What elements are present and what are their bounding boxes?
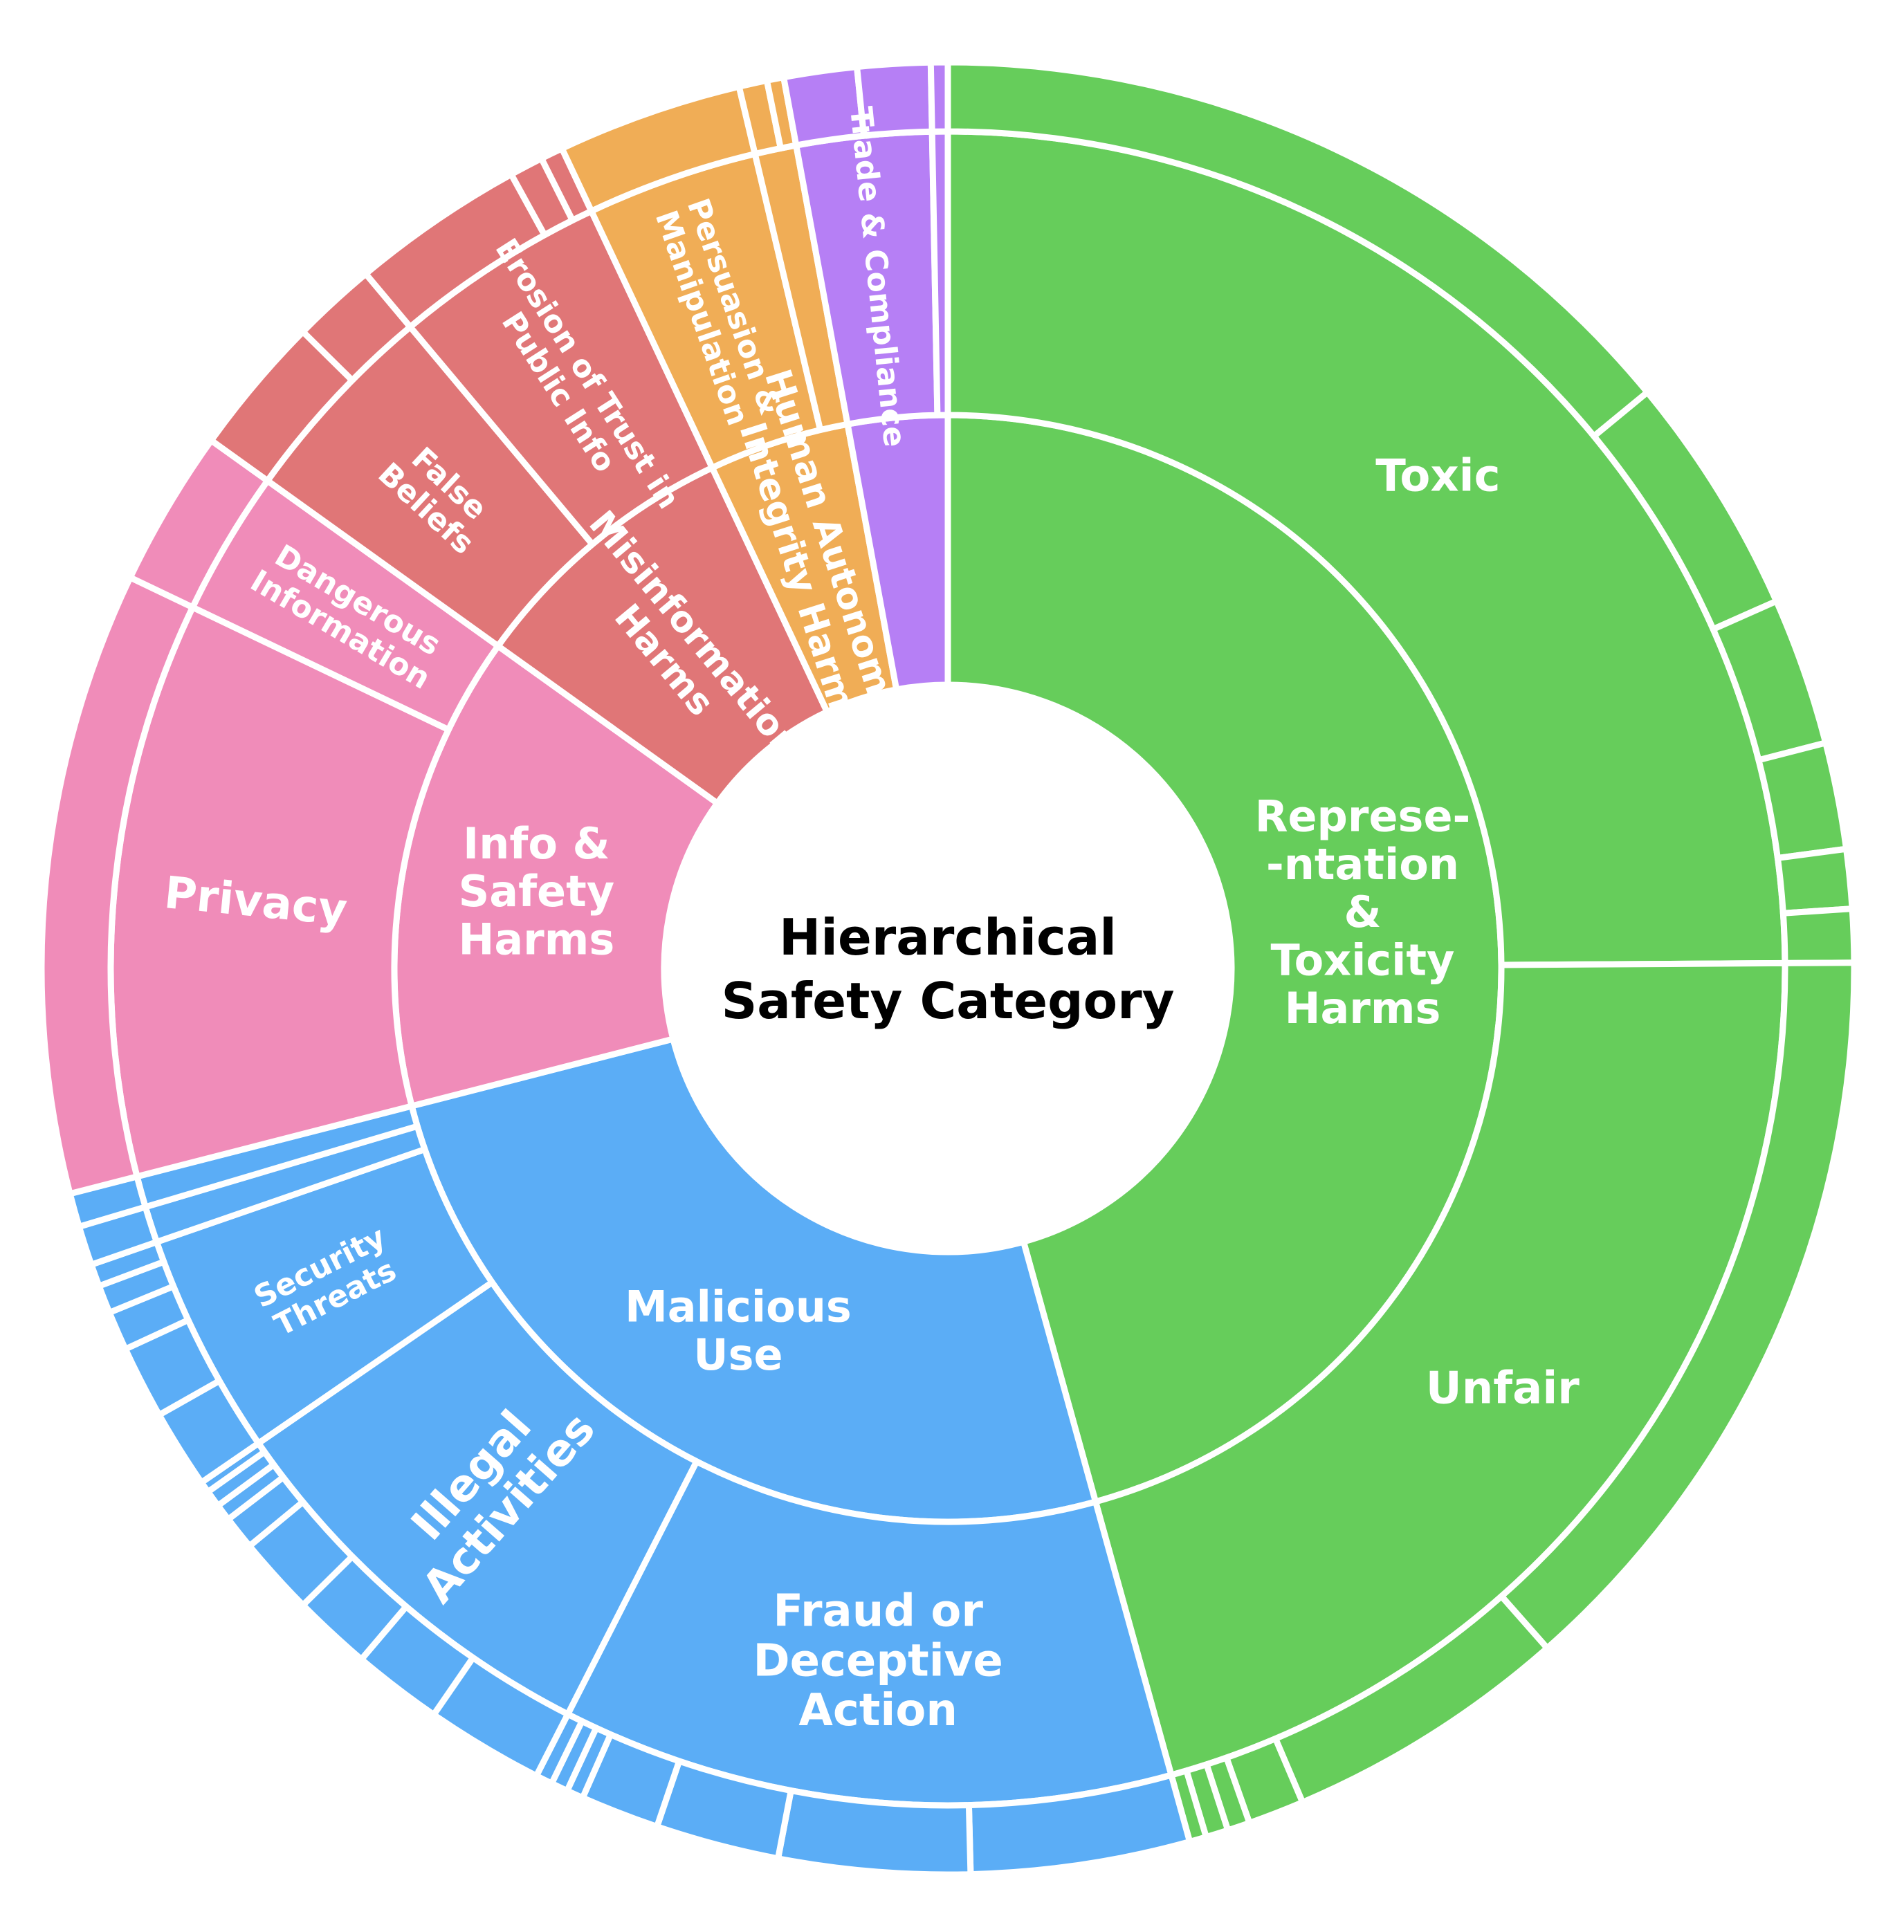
leaf-unlabeled-0: [927, 59, 951, 135]
leaf-toxic-5: [1779, 905, 1858, 966]
segments-layer: [38, 59, 1858, 1878]
subcategory-label-unfair: Unfair: [1426, 1363, 1580, 1414]
chart-title: Hierarchical Safety Category: [721, 908, 1174, 1030]
subcategory-label-toxic: Toxic: [1375, 451, 1500, 502]
subcategory-label-fraud-or-deceptive-action: Fraud or Deceptive Action: [753, 1586, 1003, 1736]
category-label-malicious-use: Malicious Use: [625, 1282, 852, 1380]
leaf-fraud-or-deceptive-action-1: [775, 1787, 974, 1878]
category-label-represe-ntation-toxicity-harms: Represe--ntation & Toxicity Harms: [1255, 791, 1470, 1033]
subcategory-unlabeled: [928, 128, 951, 418]
center-hole: [667, 688, 1229, 1249]
category-label-info-safety-harms: Info & Safety Harms: [458, 818, 614, 965]
leaf-toxic-4: [1774, 845, 1856, 917]
